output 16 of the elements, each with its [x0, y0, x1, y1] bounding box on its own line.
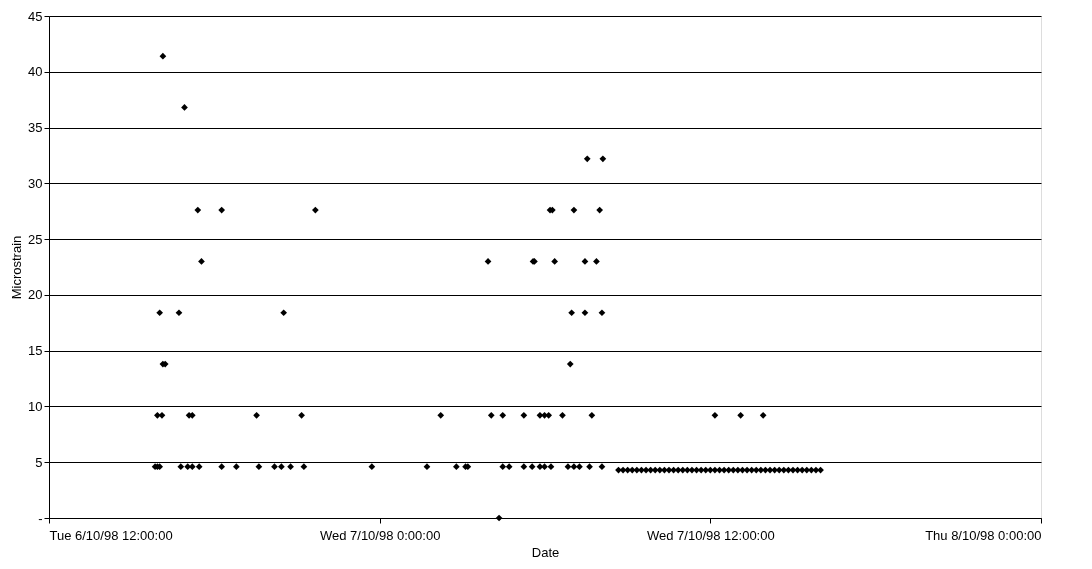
y-tick-label: 45 [28, 8, 43, 24]
y-tick-label: 25 [28, 231, 43, 247]
x-tick-label: Wed 7/10/98 12:00:00 [646, 527, 775, 543]
y-tick-label: 35 [28, 120, 43, 136]
y-tick-label: 20 [28, 287, 43, 303]
y-tick-label: 10 [28, 398, 43, 414]
x-axis-title: Date [531, 544, 560, 560]
x-tick-label: Wed 7/10/98 0:00:00 [319, 527, 441, 543]
y-tick-label: 30 [28, 175, 43, 191]
y-tick-label: 15 [28, 343, 43, 359]
y-tick-label: - [38, 510, 43, 526]
x-tick-label: Thu 8/10/98 0:00:00 [925, 527, 1042, 543]
y-tick-label: 40 [28, 64, 43, 80]
y-tick-label: 5 [35, 454, 43, 470]
x-tick-label: Tue 6/10/98 12:00:00 [49, 527, 173, 543]
y-axis-title: Microstrain [9, 235, 25, 300]
